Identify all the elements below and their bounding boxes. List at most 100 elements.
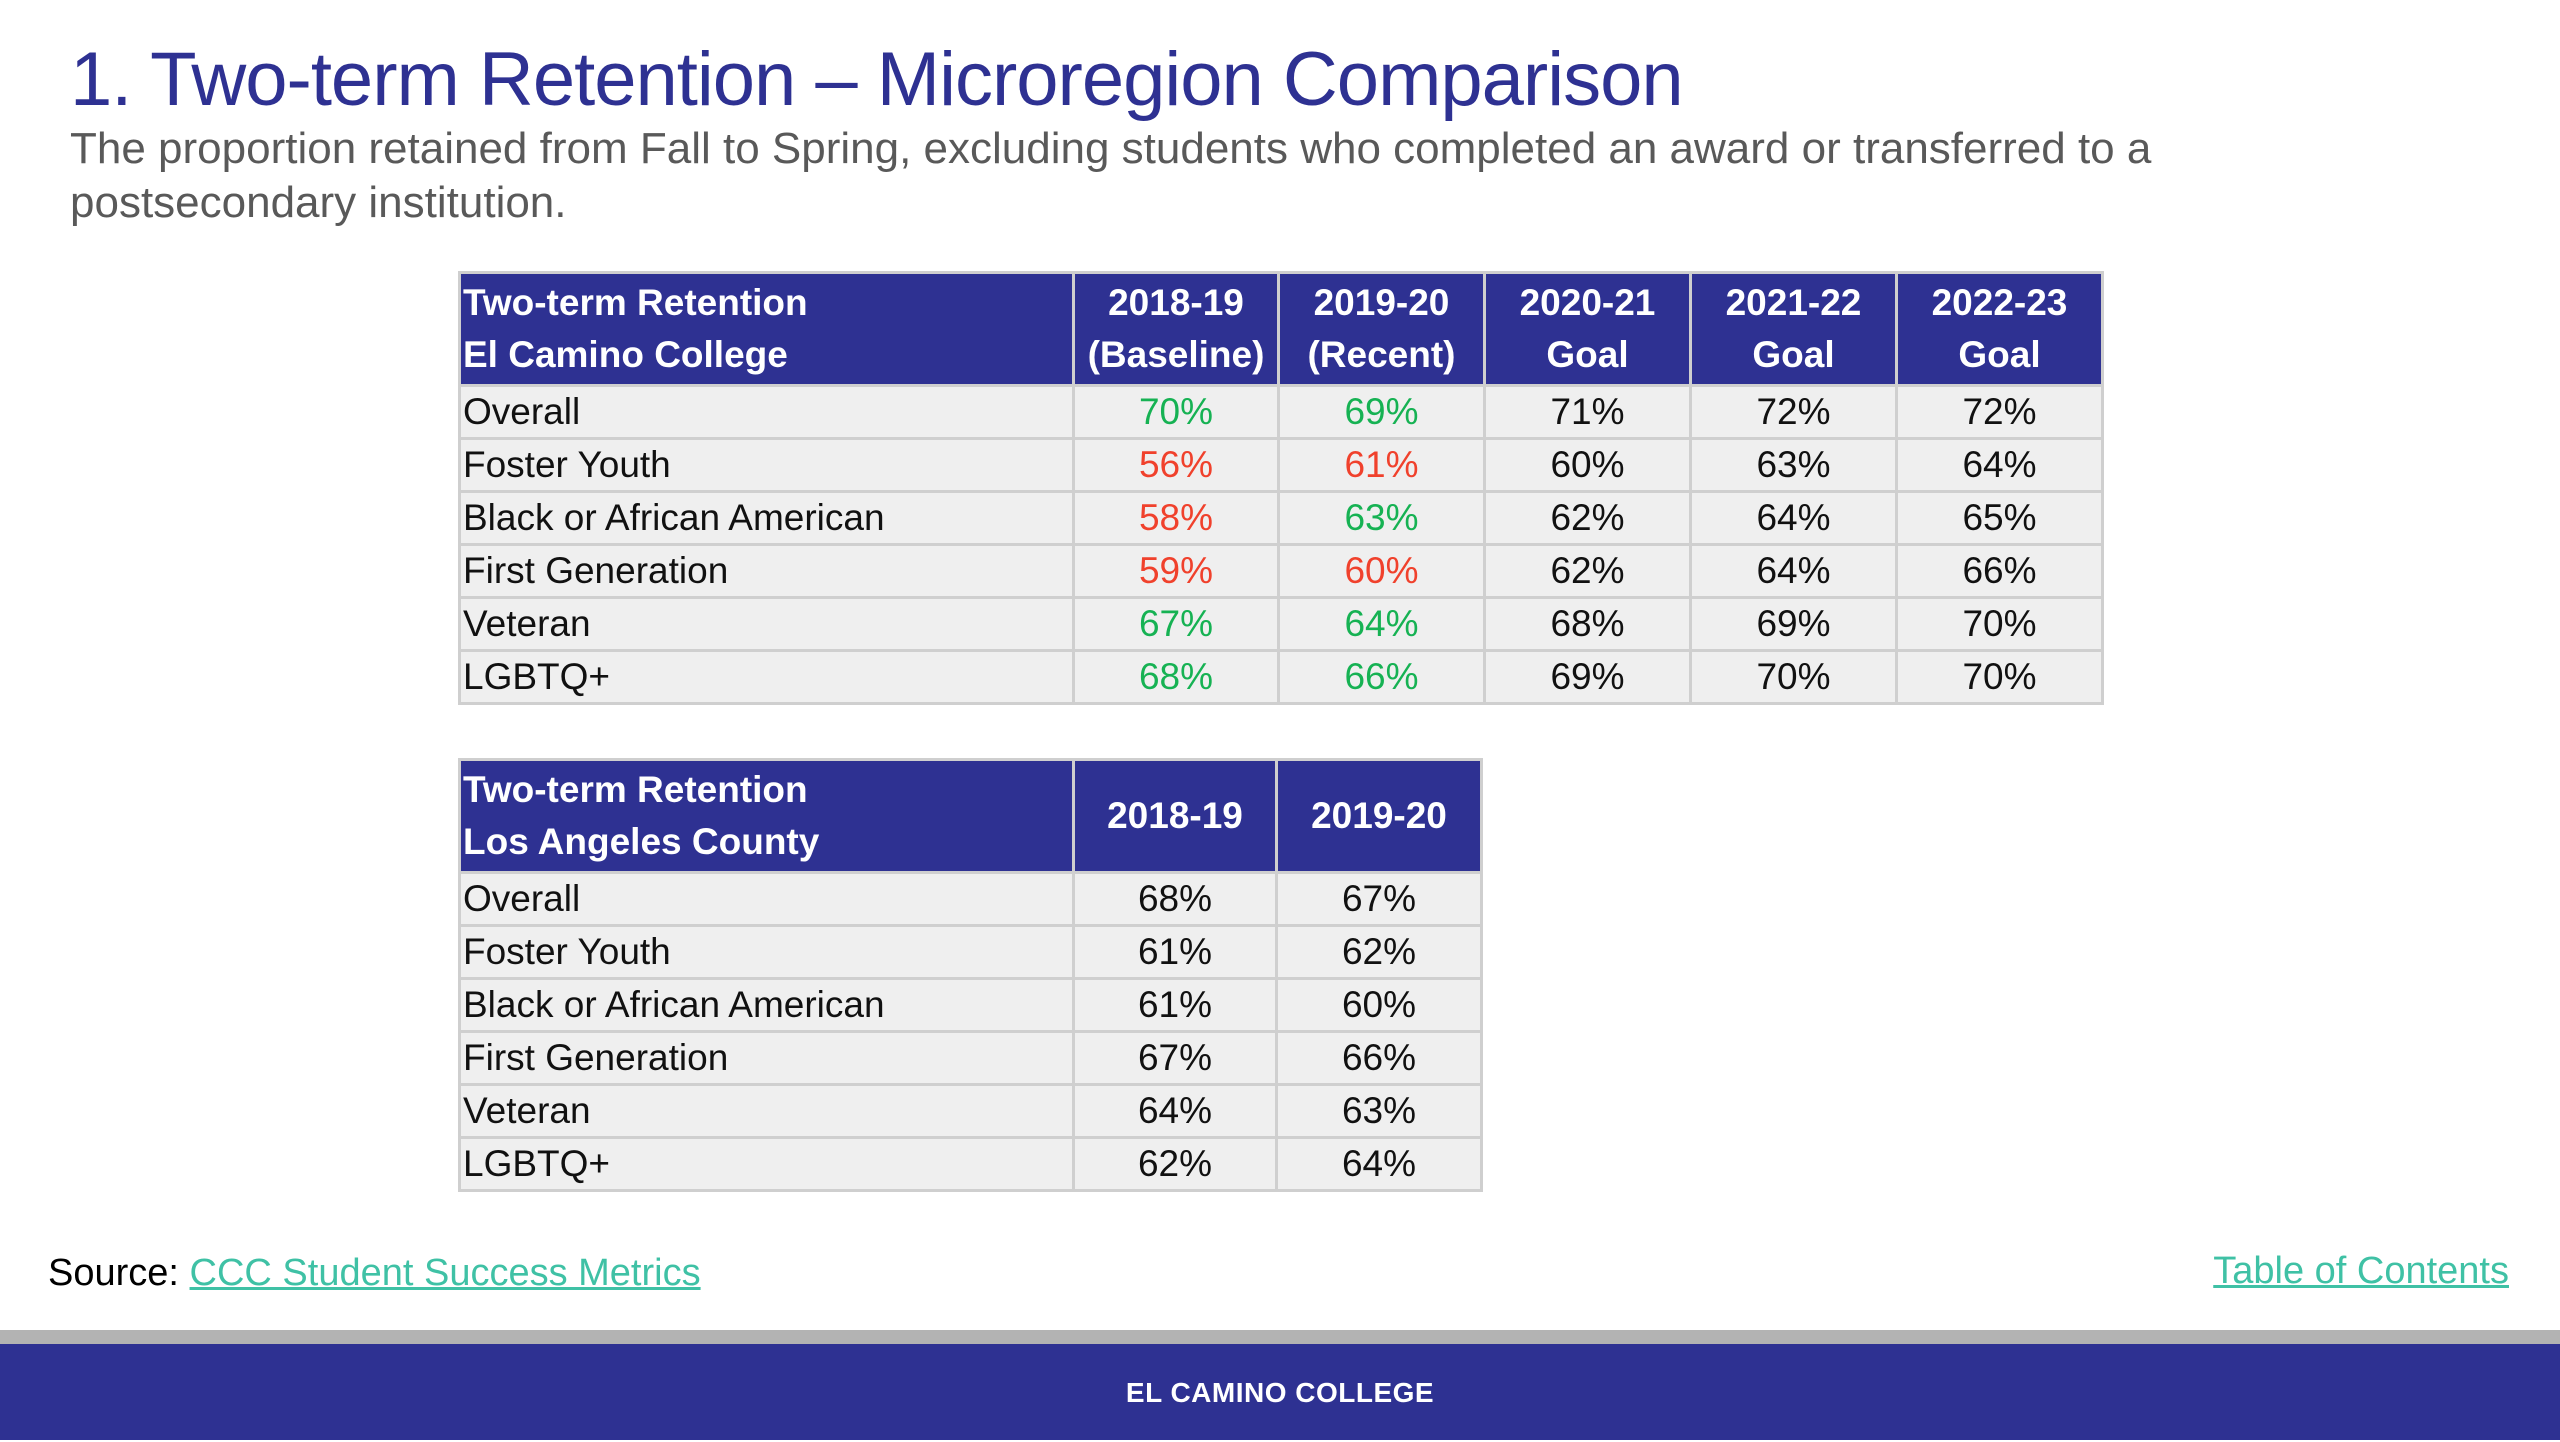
value-cell: 69% (1277, 384, 1486, 440)
source-line: Source: CCC Student Success Metrics (48, 1252, 701, 1295)
value-cell: 64% (1072, 1083, 1278, 1139)
value-cell: 67% (1275, 871, 1483, 927)
footer-bar: EL CAMINO COLLEGE (0, 1344, 2560, 1440)
value-cell: 64% (1689, 543, 1898, 599)
row-label: LGBTQ+ (458, 649, 1075, 705)
value-cell: 66% (1277, 649, 1486, 705)
value-cell: 56% (1072, 437, 1280, 493)
value-cell: 68% (1483, 596, 1692, 652)
table-row: Foster Youth 56% 61% 60% 63% 64% (458, 437, 2104, 493)
ecc-col-2018-19: 2018-19 (Baseline) (1072, 271, 1280, 387)
value-cell: 60% (1277, 543, 1486, 599)
value-cell: 66% (1275, 1030, 1483, 1086)
table-row: Black or African American 58% 63% 62% 64… (458, 490, 2104, 546)
col-year: 2020-21 (1519, 282, 1656, 323)
la-header-label: Two-term Retention Los Angeles County (458, 758, 1075, 874)
table-row: Veteran 67% 64% 68% 69% 70% (458, 596, 2104, 652)
ecc-header-label-line2: El Camino College (463, 334, 788, 375)
value-cell: 72% (1689, 384, 1898, 440)
value-cell: 64% (1275, 1136, 1483, 1192)
source-label: Source: (48, 1252, 179, 1294)
col-year: 2018-19 (1108, 282, 1244, 323)
table-row: First Generation 67% 66% (458, 1030, 1483, 1086)
table-row: Veteran 64% 63% (458, 1083, 1483, 1139)
value-cell: 70% (1895, 649, 2104, 705)
table-row: Overall 68% 67% (458, 871, 1483, 927)
col-sub: Goal (1958, 334, 2041, 375)
value-cell: 69% (1689, 596, 1898, 652)
value-cell: 60% (1275, 977, 1483, 1033)
ecc-header-row: Two-term Retention El Camino College 201… (458, 271, 2104, 387)
row-label: Black or African American (458, 490, 1075, 546)
value-cell: 65% (1895, 490, 2104, 546)
table-of-contents-link[interactable]: Table of Contents (2213, 1250, 2509, 1292)
value-cell: 63% (1277, 490, 1486, 546)
table-row: Foster Youth 61% 62% (458, 924, 1483, 980)
value-cell: 72% (1895, 384, 2104, 440)
value-cell: 59% (1072, 543, 1280, 599)
value-cell: 62% (1275, 924, 1483, 980)
col-sub: Goal (1546, 334, 1629, 375)
row-label: Veteran (458, 1083, 1075, 1139)
value-cell: 58% (1072, 490, 1280, 546)
row-label: First Generation (458, 543, 1075, 599)
row-label: Overall (458, 871, 1075, 927)
value-cell: 67% (1072, 1030, 1278, 1086)
footer-brand: EL CAMINO COLLEGE (1125, 1377, 1435, 1408)
ecc-col-2021-22: 2021-22 Goal (1689, 271, 1898, 387)
la-county-retention-table: Two-term Retention Los Angeles County 20… (458, 758, 1483, 1192)
value-cell: 62% (1072, 1136, 1278, 1192)
value-cell: 70% (1895, 596, 2104, 652)
table-row: First Generation 59% 60% 62% 64% 66% (458, 543, 2104, 599)
la-col-2019-20: 2019-20 (1275, 758, 1483, 874)
source-link[interactable]: CCC Student Success Metrics (189, 1252, 701, 1294)
value-cell: 69% (1483, 649, 1692, 705)
col-year: 2019-20 (1313, 282, 1450, 323)
row-label: Foster Youth (458, 924, 1075, 980)
value-cell: 66% (1895, 543, 2104, 599)
row-label: Veteran (458, 596, 1075, 652)
value-cell: 61% (1072, 977, 1278, 1033)
value-cell: 70% (1072, 384, 1280, 440)
value-cell: 64% (1277, 596, 1486, 652)
page-title: 1. Two-term Retention – Microregion Comp… (70, 37, 1684, 122)
la-header-label-line1: Two-term Retention (463, 769, 808, 810)
la-header-row: Two-term Retention Los Angeles County 20… (458, 758, 1483, 874)
col-sub: Goal (1752, 334, 1835, 375)
la-col-2018-19: 2018-19 (1072, 758, 1278, 874)
col-sub: (Baseline) (1087, 334, 1265, 375)
row-label: Overall (458, 384, 1075, 440)
value-cell: 61% (1277, 437, 1486, 493)
col-year: 2022-23 (1931, 282, 2068, 323)
value-cell: 64% (1689, 490, 1898, 546)
ecc-col-2019-20: 2019-20 (Recent) (1277, 271, 1486, 387)
table-row: Black or African American 61% 60% (458, 977, 1483, 1033)
value-cell: 70% (1689, 649, 1898, 705)
ecc-header-label: Two-term Retention El Camino College (458, 271, 1075, 387)
value-cell: 62% (1483, 543, 1692, 599)
ecc-header-label-line1: Two-term Retention (463, 282, 808, 323)
row-label: First Generation (458, 1030, 1075, 1086)
la-header-label-line2: Los Angeles County (463, 821, 820, 862)
value-cell: 63% (1689, 437, 1898, 493)
page-subtitle: The proportion retained from Fall to Spr… (70, 124, 2152, 227)
table-row: LGBTQ+ 62% 64% (458, 1136, 1483, 1192)
value-cell: 68% (1072, 871, 1278, 927)
ecc-col-2022-23: 2022-23 Goal (1895, 271, 2104, 387)
value-cell: 71% (1483, 384, 1692, 440)
value-cell: 64% (1895, 437, 2104, 493)
row-label: Black or African American (458, 977, 1075, 1033)
value-cell: 61% (1072, 924, 1278, 980)
col-year: 2021-22 (1725, 282, 1862, 323)
row-label: Foster Youth (458, 437, 1075, 493)
value-cell: 68% (1072, 649, 1280, 705)
col-sub: (Recent) (1307, 334, 1456, 375)
table-row: Overall 70% 69% 71% 72% 72% (458, 384, 2104, 440)
table-row: LGBTQ+ 68% 66% 69% 70% 70% (458, 649, 2104, 705)
ecc-col-2020-21: 2020-21 Goal (1483, 271, 1692, 387)
ecc-retention-table: Two-term Retention El Camino College 201… (458, 271, 2104, 705)
value-cell: 62% (1483, 490, 1692, 546)
footer-divider (0, 1330, 2560, 1344)
row-label: LGBTQ+ (458, 1136, 1075, 1192)
value-cell: 67% (1072, 596, 1280, 652)
